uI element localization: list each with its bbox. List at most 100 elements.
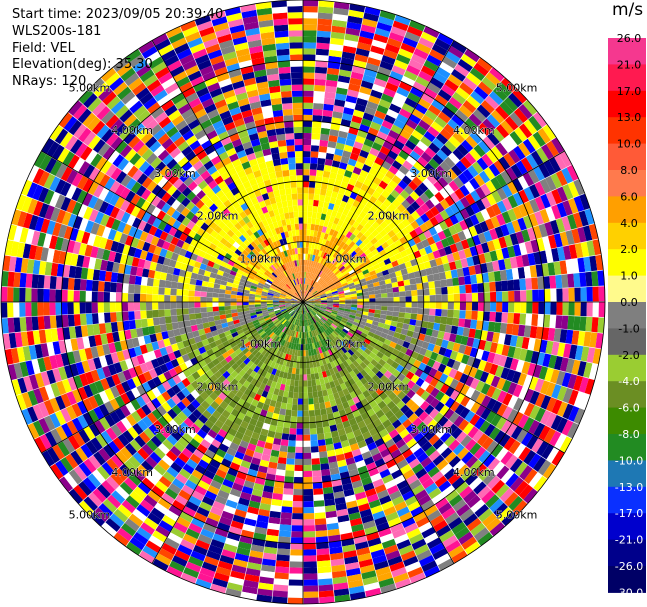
- gate-cell: [321, 316, 328, 321]
- gate-cell: [385, 334, 394, 342]
- gate-cell: [338, 187, 347, 195]
- gate-cell: [307, 293, 313, 299]
- gate-cell: [55, 289, 62, 302]
- gate-cell: [426, 82, 441, 95]
- gate-cell: [404, 139, 417, 151]
- gate-cell: [308, 199, 314, 206]
- gate-cell: [418, 70, 433, 83]
- gate-cell: [352, 228, 360, 237]
- gate-cell: [481, 350, 490, 362]
- gate-cell: [343, 312, 350, 317]
- gate-cell: [329, 256, 335, 263]
- gate-cell: [333, 237, 340, 245]
- gate-cell: [343, 326, 351, 332]
- gate-cell: [453, 176, 465, 189]
- gate-cell: [37, 302, 44, 316]
- gate-cell: [341, 346, 348, 354]
- gate-cell: [329, 285, 337, 290]
- gate-cell: [568, 198, 579, 214]
- gate-cell: [325, 321, 332, 327]
- gate-cell: [313, 102, 324, 110]
- gate-cell: [341, 259, 348, 266]
- gate-cell: [428, 184, 439, 196]
- gate-cell: [583, 225, 593, 242]
- gate-cell: [367, 331, 375, 338]
- gate-cell: [460, 53, 477, 68]
- gate-cell: [281, 506, 293, 514]
- gate-cell: [471, 302, 479, 311]
- gate-cell: [476, 433, 489, 447]
- gate-cell: [342, 270, 349, 276]
- gate-cell: [540, 395, 552, 410]
- gate-cell: [413, 345, 422, 354]
- gate-cell: [486, 440, 499, 454]
- gate-cell: [538, 302, 545, 315]
- gate-cell: [324, 158, 333, 167]
- gate-cell: [383, 370, 393, 379]
- gate-cell: [320, 296, 327, 300]
- gate-cell: [409, 20, 426, 32]
- gate-cell: [366, 344, 374, 352]
- gate-cell: [452, 148, 465, 161]
- gate-cell: [532, 364, 543, 379]
- gate-cell: [580, 346, 590, 362]
- gate-cell: [543, 276, 551, 289]
- gate-cell: [496, 200, 507, 214]
- gate-cell: [332, 19, 347, 28]
- gate-cell: [551, 137, 565, 154]
- gate-cell: [341, 221, 349, 229]
- gate-cell: [323, 201, 330, 209]
- gate-cell: [319, 264, 325, 271]
- gate-cell: [477, 232, 487, 244]
- gate-cell: [212, 306, 219, 312]
- gate-cell: [91, 291, 98, 302]
- gate-cell: [303, 531, 316, 538]
- gate-cell: [480, 208, 491, 221]
- gate-cell: [429, 397, 440, 409]
- gate-cell: [332, 321, 339, 327]
- gate-cell: [491, 461, 505, 476]
- gate-cell: [483, 302, 491, 312]
- gate-cell: [398, 48, 414, 59]
- gate-cell: [312, 290, 318, 295]
- gate-cell: [389, 272, 397, 279]
- gate-cell: [25, 302, 32, 317]
- gate-cell: [565, 230, 575, 245]
- gate-cell: [515, 160, 528, 175]
- gate-cell: [103, 302, 110, 313]
- gate-cell: [531, 314, 539, 327]
- gate-cell: [384, 246, 392, 254]
- gate-cell: [307, 306, 312, 311]
- gate-cell: [340, 156, 350, 165]
- gate-cell: [313, 316, 319, 322]
- gate-cell: [469, 177, 481, 190]
- gate-cell: [313, 193, 320, 201]
- gate-cell: [381, 241, 389, 250]
- gate-cell: [313, 306, 320, 311]
- gate-cell: [528, 453, 542, 469]
- gate-cell: [310, 151, 319, 158]
- gate-cell: [343, 144, 354, 153]
- gate-cell: [420, 203, 430, 213]
- gate-cell: [25, 316, 33, 332]
- gate-cell: [542, 463, 557, 479]
- gate-cell: [507, 245, 516, 258]
- gate-cell: [534, 378, 545, 393]
- gate-cell: [372, 83, 385, 94]
- gate-cell: [306, 362, 310, 369]
- gate-cell: [437, 230, 447, 241]
- gate-cell: [347, 158, 357, 167]
- gate-cell: [320, 127, 331, 135]
- gate-cell: [342, 45, 357, 54]
- gate-cell: [363, 214, 372, 223]
- gate-cell: [388, 103, 402, 114]
- gate-cell: [574, 345, 584, 361]
- gate-cell: [303, 120, 313, 128]
- gate-cell: [348, 9, 364, 19]
- gate-cell: [371, 212, 380, 222]
- gate-cell: [188, 302, 195, 309]
- gate-cell: [363, 178, 373, 187]
- gate-cell: [278, 530, 291, 538]
- gate-cell: [466, 256, 475, 267]
- gate-cell: [307, 293, 312, 298]
